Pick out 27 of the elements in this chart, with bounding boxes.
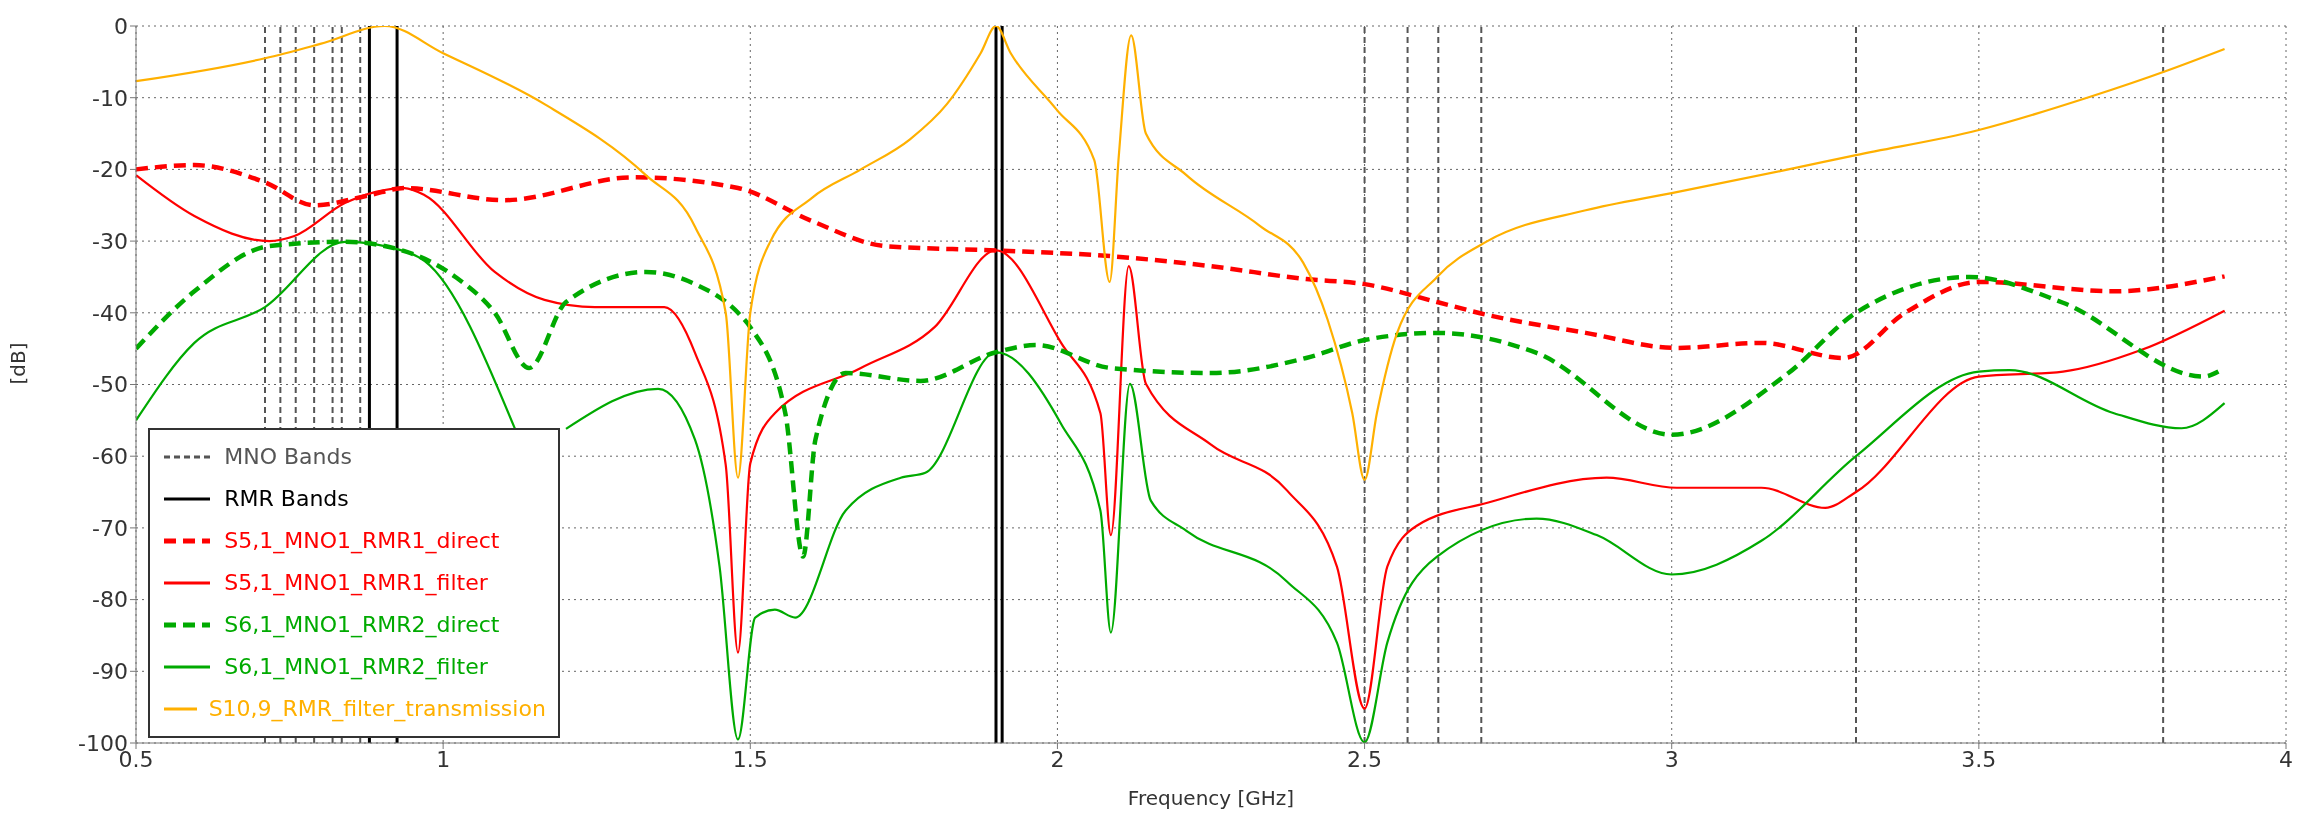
y-tick-label: -70 <box>92 515 128 541</box>
y-axis-title: [dB] <box>6 342 31 385</box>
y-tick-label: -30 <box>92 228 128 254</box>
x-tick-label: 1 <box>436 746 451 772</box>
y-tick-label: -10 <box>92 85 128 111</box>
y-tick-label: -90 <box>92 659 128 685</box>
legend-label: S6,1_MNO1_RMR2_filter <box>224 654 488 680</box>
x-tick-label: 3.5 <box>1961 746 1997 772</box>
x-axis-title: Frequency [GHz] <box>1127 786 1295 810</box>
x-tick-label: 4 <box>2279 746 2293 772</box>
y-tick-label: -60 <box>92 444 128 470</box>
legend-label: S10,9_RMR_filter_transmission <box>208 696 546 722</box>
line-series <box>136 26 2226 481</box>
ref-line-label: MNO Bands <box>224 444 352 470</box>
x-tick-label: 2.5 <box>1347 746 1383 772</box>
y-tick-label: 0 <box>114 13 128 39</box>
y-tick-label: -20 <box>92 157 128 183</box>
y-tick-label: -40 <box>92 300 128 326</box>
y-tick-label: -80 <box>92 587 128 613</box>
legend-label: S5,1_MNO1_RMR1_direct <box>224 528 500 554</box>
y-tick-label: -50 <box>92 372 128 398</box>
legend-label: S6,1_MNO1_RMR2_direct <box>224 612 500 638</box>
x-tick-label: 3 <box>1664 746 1679 772</box>
x-tick-label: 2 <box>1050 746 1065 772</box>
ref-line-label: RMR Bands <box>224 486 349 512</box>
x-tick-label: 1.5 <box>732 746 768 772</box>
legend-label: S5,1_MNO1_RMR1_filter <box>224 570 488 596</box>
